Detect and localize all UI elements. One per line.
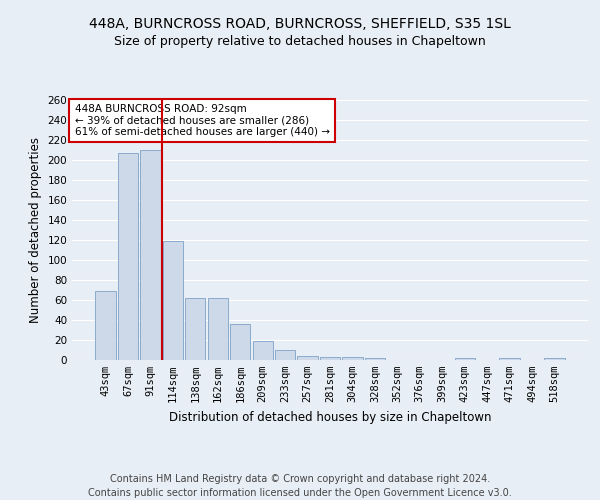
Bar [95,291,116,360]
Text: 448A, BURNCROSS ROAD, BURNCROSS, SHEFFIELD, S35 1SL: 448A, BURNCROSS ROAD, BURNCROSS, SHEFFIE… [89,18,511,32]
Bar [208,298,228,360]
Bar [499,358,520,360]
Text: 448A BURNCROSS ROAD: 92sqm
← 39% of detached houses are smaller (286)
61% of sem: 448A BURNCROSS ROAD: 92sqm ← 39% of deta… [74,104,329,137]
Bar [275,350,295,360]
Text: Contains HM Land Registry data © Crown copyright and database right 2024.
Contai: Contains HM Land Registry data © Crown c… [88,474,512,498]
Bar [230,324,250,360]
Bar [298,356,317,360]
Y-axis label: Number of detached properties: Number of detached properties [29,137,42,323]
Bar [320,357,340,360]
Bar [455,358,475,360]
Text: Size of property relative to detached houses in Chapeltown: Size of property relative to detached ho… [114,35,486,48]
Bar [118,153,138,360]
Bar [343,357,362,360]
Bar [365,358,385,360]
Bar [163,241,183,360]
Bar [253,341,273,360]
Bar [140,150,161,360]
Bar [185,298,205,360]
Bar [544,358,565,360]
X-axis label: Distribution of detached houses by size in Chapeltown: Distribution of detached houses by size … [169,410,491,424]
